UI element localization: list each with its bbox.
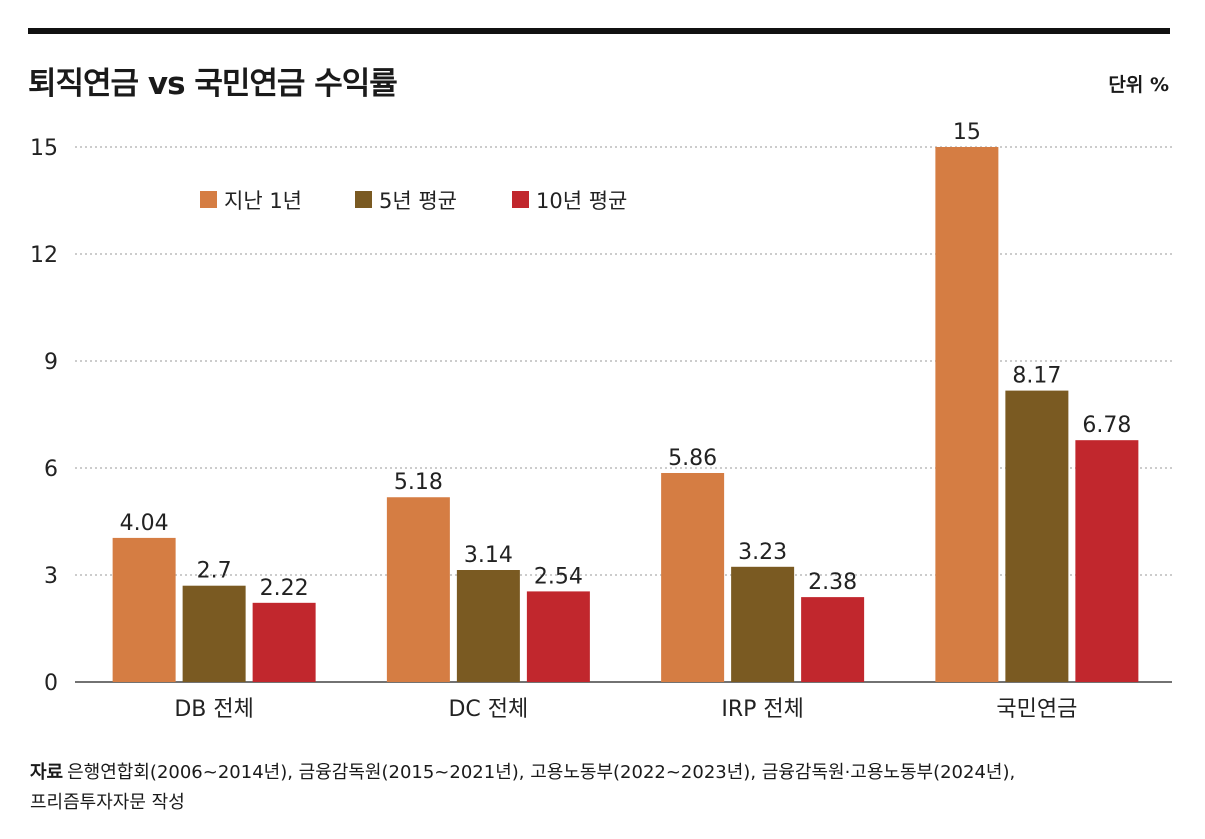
bar-value-label: 8.17	[1012, 364, 1061, 389]
bar	[1005, 390, 1069, 682]
bar-value-label: 15	[953, 120, 981, 145]
bar-chart: 0 3 6 9 12 15 지난 1년 5년 평균 10년 평균 4.04 2.7 2.22 5.1…	[30, 120, 1172, 722]
bar-value-label: 5.86	[668, 446, 717, 471]
source-label: 자료	[30, 762, 64, 783]
unit-label: 단위 %	[1108, 74, 1169, 96]
y-tick-label: 3	[44, 564, 58, 589]
legend-label: 5년 평균	[379, 189, 457, 213]
bar	[731, 566, 795, 682]
legend: 지난 1년 5년 평균 10년 평균	[200, 189, 627, 213]
x-tick-label: 국민연금	[996, 697, 1077, 722]
bar-value-label: 3.23	[738, 540, 787, 565]
bar-value-label: 4.04	[120, 511, 169, 536]
y-tick-label: 9	[44, 350, 58, 375]
y-tick-label: 0	[44, 671, 58, 696]
bar-value-label: 5.18	[394, 470, 443, 495]
bar	[182, 585, 246, 682]
bar	[252, 602, 316, 682]
bar	[801, 597, 865, 682]
bar	[456, 570, 520, 682]
y-tick-labels: 0 3 6 9 12 15	[30, 136, 58, 696]
bar-value-label: 2.54	[534, 564, 583, 589]
bar	[661, 472, 725, 682]
bar	[526, 591, 590, 682]
legend-swatch	[512, 191, 529, 208]
chart-title: 퇴직연금 vs 국민연금 수익률	[28, 66, 398, 102]
bar-value-label: 6.78	[1082, 413, 1131, 438]
legend-label: 10년 평균	[536, 189, 627, 213]
x-tick-label: DC 전체	[448, 697, 528, 722]
source-text-2: 프리즘투자자문 작성	[30, 792, 185, 813]
source-note: 자료 은행연합회(2006~2014년), 금융감독원(2015~2021년), …	[30, 758, 1180, 818]
bar-value-label: 3.14	[464, 543, 513, 568]
bar	[112, 537, 176, 682]
top-rule	[28, 28, 1170, 34]
bar-value-label: 2.38	[808, 570, 857, 595]
x-tick-label: DB 전체	[174, 697, 254, 722]
source-text: 은행연합회(2006~2014년), 금융감독원(2015~2021년), 고용…	[67, 762, 1016, 783]
y-tick-label: 12	[30, 243, 58, 268]
bar	[1075, 440, 1139, 682]
bar-value-label: 2.22	[260, 576, 309, 601]
bars	[112, 147, 1139, 682]
legend-label: 지난 1년	[224, 189, 302, 213]
x-tick-label: IRP 전체	[721, 697, 804, 722]
bar-value-labels: 4.04 2.7 2.22 5.18 3.14 2.54 5.86 3.23 2.38 15 8.1…	[120, 120, 1132, 601]
bar	[386, 497, 450, 682]
x-tick-labels: DB 전체 DC 전체 IRP 전체 국민연금	[174, 697, 1077, 722]
bar	[935, 147, 999, 682]
y-tick-label: 6	[44, 457, 58, 482]
legend-swatch	[355, 191, 372, 208]
bar-value-label: 2.7	[197, 559, 232, 584]
legend-swatch	[200, 191, 217, 208]
y-tick-label: 15	[30, 136, 58, 161]
